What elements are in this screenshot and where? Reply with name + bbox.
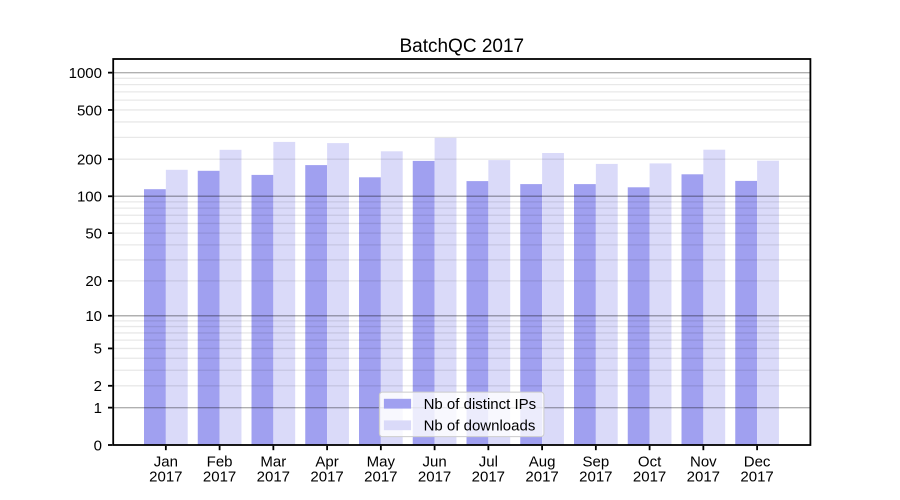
svg-text:BatchQC 2017: BatchQC 2017: [399, 36, 524, 57]
svg-text:Feb: Feb: [207, 454, 233, 471]
svg-text:2017: 2017: [149, 468, 182, 485]
svg-text:Jan: Jan: [154, 454, 178, 471]
svg-text:Nb of downloads: Nb of downloads: [424, 417, 536, 434]
svg-text:Dec: Dec: [744, 454, 771, 471]
svg-text:Jun: Jun: [423, 454, 447, 471]
svg-text:2017: 2017: [418, 468, 451, 485]
svg-text:2017: 2017: [579, 468, 612, 485]
svg-text:2017: 2017: [364, 468, 397, 485]
svg-text:500: 500: [77, 102, 102, 119]
svg-text:1: 1: [94, 400, 102, 417]
svg-text:Mar: Mar: [260, 454, 286, 471]
svg-text:2017: 2017: [633, 468, 666, 485]
svg-text:200: 200: [77, 151, 102, 168]
svg-text:Aug: Aug: [529, 454, 556, 471]
svg-text:20: 20: [85, 273, 102, 290]
svg-text:Oct: Oct: [638, 454, 662, 471]
svg-text:100: 100: [77, 189, 102, 206]
svg-text:Sep: Sep: [582, 454, 609, 471]
svg-text:2017: 2017: [525, 468, 558, 485]
svg-text:50: 50: [85, 225, 102, 242]
svg-text:5: 5: [94, 341, 102, 358]
svg-text:May: May: [367, 454, 396, 471]
svg-text:Jul: Jul: [479, 454, 498, 471]
svg-text:0: 0: [94, 437, 102, 454]
svg-text:Nb of distinct IPs: Nb of distinct IPs: [424, 396, 537, 413]
svg-text:10: 10: [85, 308, 102, 325]
svg-text:Apr: Apr: [315, 454, 338, 471]
svg-text:2017: 2017: [257, 468, 290, 485]
svg-text:2017: 2017: [472, 468, 505, 485]
svg-text:2: 2: [94, 378, 102, 395]
svg-text:2017: 2017: [310, 468, 343, 485]
svg-text:1000: 1000: [69, 65, 102, 82]
svg-text:2017: 2017: [687, 468, 720, 485]
svg-text:Nov: Nov: [690, 454, 717, 471]
svg-text:2017: 2017: [740, 468, 773, 485]
svg-text:2017: 2017: [203, 468, 236, 485]
